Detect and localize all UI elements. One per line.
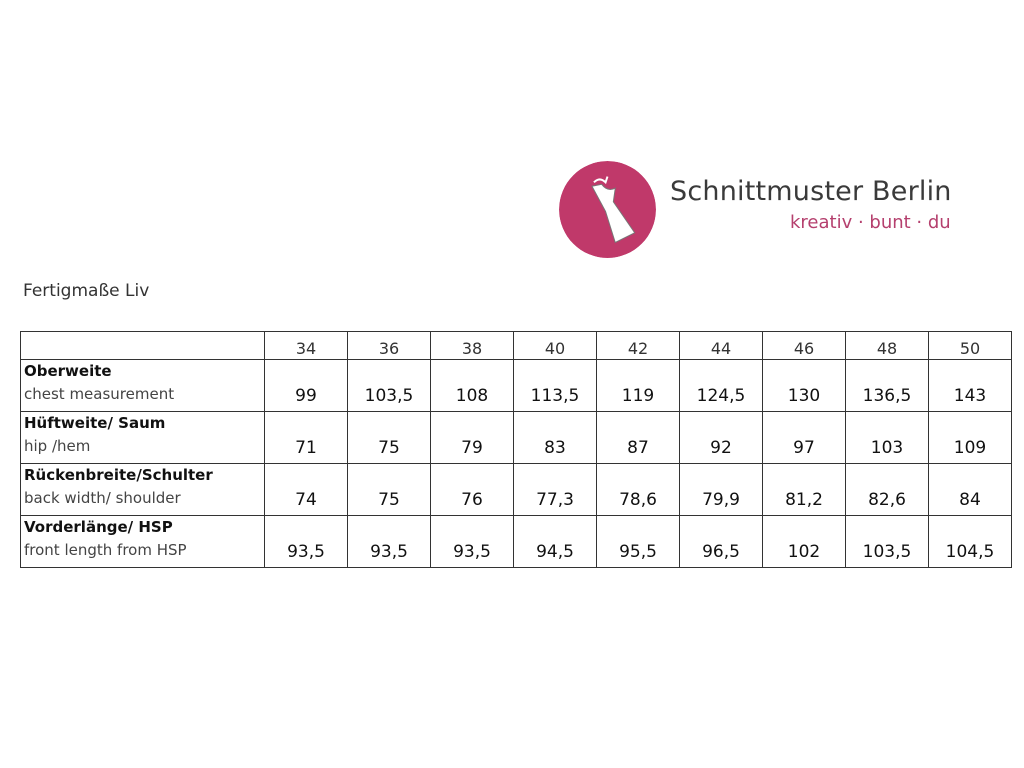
table-row: Hüftweite/ Saum hip /hem 71 75 79 83 87 92 97 103… [20, 411, 1012, 464]
label-de: Hüftweite/ Saum [24, 414, 166, 432]
value-cell: 74 [264, 463, 348, 516]
value-cell: 94,5 [513, 515, 597, 568]
label-en: back width/ shoulder [24, 489, 181, 507]
value-cell: 83 [513, 411, 597, 464]
value-cell: 92 [679, 411, 763, 464]
size-header: 50 [928, 331, 1012, 360]
value-cell: 79 [430, 411, 514, 464]
label-en: hip /hem [24, 437, 91, 455]
value-cell: 77,3 [513, 463, 597, 516]
label-de: Rückenbreite/Schulter [24, 466, 213, 484]
label-de: Vorderlänge/ HSP [24, 518, 173, 536]
label-de: Oberweite [24, 362, 112, 380]
value-cell: 109 [928, 411, 1012, 464]
value-cell: 143 [928, 359, 1012, 412]
value-cell: 78,6 [596, 463, 680, 516]
value-cell: 84 [928, 463, 1012, 516]
value-cell: 93,5 [264, 515, 348, 568]
value-cell: 81,2 [762, 463, 846, 516]
value-cell: 75 [347, 411, 431, 464]
corner-cell [20, 331, 265, 360]
size-header: 42 [596, 331, 680, 360]
value-cell: 124,5 [679, 359, 763, 412]
row-label: Hüftweite/ Saum hip /hem [20, 411, 265, 464]
table-row: Oberweite chest measurement 99 103,5 108 113,… [20, 359, 1012, 412]
brand-name: Schnittmuster Berlin [670, 176, 952, 207]
header-row: 34 36 38 40 42 44 46 48 50 [20, 331, 1012, 360]
value-cell: 103 [845, 411, 929, 464]
page-title: Fertigmaße Liv [23, 281, 150, 301]
label-en: chest measurement [24, 385, 175, 403]
value-cell: 130 [762, 359, 846, 412]
value-cell: 87 [596, 411, 680, 464]
size-header: 44 [679, 331, 763, 360]
value-cell: 102 [762, 515, 846, 568]
size-header: 46 [762, 331, 846, 360]
table-row: Vorderlänge/ HSP front length from HSP 93,… [20, 515, 1012, 568]
row-label: Oberweite chest measurement [20, 359, 265, 412]
row-label: Rückenbreite/Schulter back width/ shoulde… [20, 463, 265, 516]
value-cell: 95,5 [596, 515, 680, 568]
value-cell: 99 [264, 359, 348, 412]
table-row: Rückenbreite/Schulter back width/ shoulde… [20, 463, 1012, 516]
size-table: 34 36 38 40 42 44 46 48 50 Oberweite chest measure… [20, 331, 1012, 568]
value-cell: 136,5 [845, 359, 929, 412]
value-cell: 76 [430, 463, 514, 516]
size-header: 36 [347, 331, 431, 360]
value-cell: 97 [762, 411, 846, 464]
value-cell: 71 [264, 411, 348, 464]
row-label: Vorderlänge/ HSP front length from HSP [20, 515, 265, 568]
value-cell: 93,5 [347, 515, 431, 568]
label-en: front length from HSP [24, 541, 187, 559]
size-header: 40 [513, 331, 597, 360]
value-cell: 108 [430, 359, 514, 412]
value-cell: 104,5 [928, 515, 1012, 568]
value-cell: 96,5 [679, 515, 763, 568]
value-cell: 103,5 [845, 515, 929, 568]
value-cell: 119 [596, 359, 680, 412]
value-cell: 93,5 [430, 515, 514, 568]
value-cell: 113,5 [513, 359, 597, 412]
value-cell: 79,9 [679, 463, 763, 516]
value-cell: 103,5 [347, 359, 431, 412]
logo-dress-icon [559, 161, 656, 258]
value-cell: 75 [347, 463, 431, 516]
size-header: 34 [264, 331, 348, 360]
size-header: 38 [430, 331, 514, 360]
value-cell: 82,6 [845, 463, 929, 516]
size-header: 48 [845, 331, 929, 360]
brand-tagline: kreativ · bunt · du [790, 212, 951, 233]
